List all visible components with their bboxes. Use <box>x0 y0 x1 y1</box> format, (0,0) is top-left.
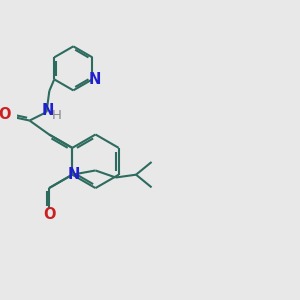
Text: N: N <box>68 167 80 182</box>
Text: O: O <box>0 107 11 122</box>
Text: N: N <box>88 72 101 87</box>
Text: N: N <box>41 103 53 118</box>
Text: O: O <box>43 207 55 222</box>
Text: H: H <box>52 109 62 122</box>
